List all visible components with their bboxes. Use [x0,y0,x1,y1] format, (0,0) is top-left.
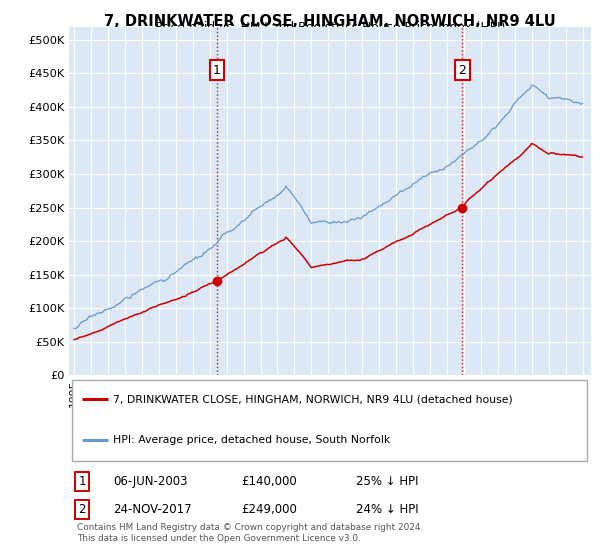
Text: 24-NOV-2017: 24-NOV-2017 [113,503,192,516]
Text: Contains HM Land Registry data © Crown copyright and database right 2024.
This d: Contains HM Land Registry data © Crown c… [77,524,423,543]
FancyBboxPatch shape [71,380,587,461]
Text: 1: 1 [213,64,221,77]
Text: £249,000: £249,000 [241,503,297,516]
Text: 1: 1 [78,475,86,488]
Text: 24% ↓ HPI: 24% ↓ HPI [356,503,419,516]
Text: £140,000: £140,000 [241,475,297,488]
Text: 06-JUN-2003: 06-JUN-2003 [113,475,188,488]
Text: HPI: Average price, detached house, South Norfolk: HPI: Average price, detached house, Sout… [113,435,391,445]
Text: 25% ↓ HPI: 25% ↓ HPI [356,475,419,488]
Text: 2: 2 [458,64,466,77]
Text: 2: 2 [78,503,86,516]
Text: 7, DRINKWATER CLOSE, HINGHAM, NORWICH, NR9 4LU: 7, DRINKWATER CLOSE, HINGHAM, NORWICH, N… [104,14,556,29]
Text: Price paid vs. HM Land Registry's House Price Index (HPI): Price paid vs. HM Land Registry's House … [155,21,505,34]
Text: 7, DRINKWATER CLOSE, HINGHAM, NORWICH, NR9 4LU (detached house): 7, DRINKWATER CLOSE, HINGHAM, NORWICH, N… [113,394,513,404]
